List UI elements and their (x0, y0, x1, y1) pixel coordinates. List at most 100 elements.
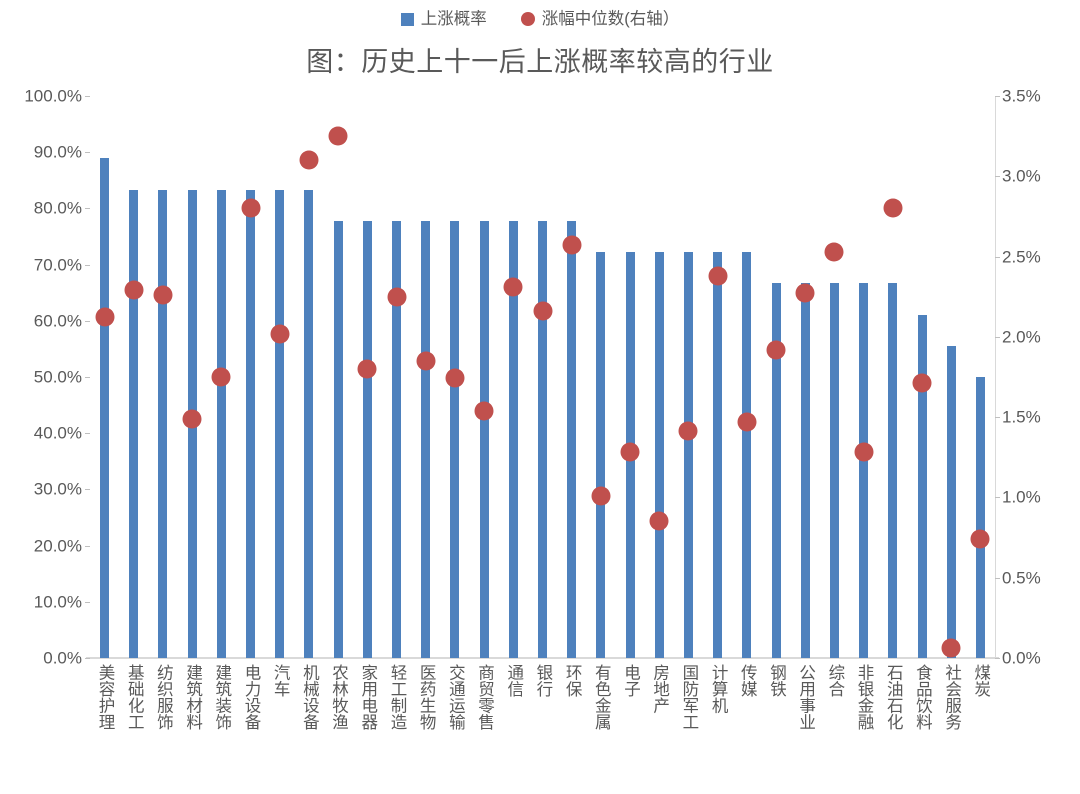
y-axis-left-tick-mark (85, 320, 90, 322)
y-axis-right-tick-mark (995, 256, 1000, 258)
y-axis-right-tick: 1.5% (1002, 407, 1041, 427)
data-point-dot (357, 359, 377, 379)
y-axis-left-tick: 10.0% (33, 592, 82, 612)
legend-entry-median-gain: 涨幅中位数(右轴） (520, 11, 679, 28)
data-point-dot (328, 126, 348, 146)
x-axis-category-label: 农林牧渔 (329, 664, 348, 730)
x-axis-category-label: 综合 (825, 664, 844, 697)
y-axis-right-tick: 0.5% (1002, 568, 1041, 588)
x-axis-category-label: 煤炭 (971, 664, 990, 697)
data-point-dot (562, 235, 582, 255)
data-point-dot (124, 280, 144, 300)
bar (567, 220, 577, 658)
y-axis-right-tick: 3.5% (1002, 86, 1041, 106)
data-point-dot (912, 373, 932, 393)
y-axis-left-tick-mark (85, 433, 90, 435)
x-axis-category-label: 美容护理 (96, 664, 115, 730)
x-axis-category-label: 计算机 (709, 664, 728, 714)
data-point-dot (503, 277, 523, 297)
x-axis-category-label: 环保 (563, 664, 582, 697)
y-axis-left-tick-mark (85, 489, 90, 491)
x-axis-category-label: 公用事业 (796, 664, 815, 730)
data-point-dot (445, 368, 465, 388)
data-point-dot (241, 198, 261, 218)
bar (100, 158, 110, 658)
chart-title: 图：历史上十一后上涨概率较高的行业 (306, 47, 774, 77)
bar (450, 220, 460, 658)
y-axis-right-tick-mark (995, 577, 1000, 579)
y-axis-left-tick-mark (85, 658, 90, 659)
data-point-dot (182, 409, 202, 429)
data-point-dot (766, 340, 786, 360)
y-axis-right-tick-mark (995, 497, 1000, 499)
y-axis-right-tick: 0.0% (1002, 648, 1041, 668)
x-axis-category-label: 机械设备 (300, 664, 319, 730)
y-axis-left-labels: 0.0% 10.0% 20.0% 30.0% 40.0% 50.0% 60.0% 70.0% 8… (0, 88, 82, 667)
bar (392, 220, 402, 658)
y-axis-left-tick: 90.0% (33, 142, 82, 162)
y-axis-left-tick: 0.0% (43, 648, 82, 668)
y-axis-right-tick-mark (995, 417, 1000, 419)
bar (946, 345, 956, 658)
bar (333, 220, 343, 658)
y-axis-left-tick-mark (85, 152, 90, 154)
bar (246, 189, 256, 658)
data-point-dot (387, 287, 407, 307)
bar (538, 220, 547, 658)
data-point-dot (299, 150, 319, 170)
bar (888, 283, 898, 658)
bar (800, 283, 810, 658)
x-axis-category-label: 国防军工 (679, 664, 698, 730)
y-axis-left-tick: 100.0% (24, 86, 82, 106)
x-axis-category-label: 钢铁 (767, 664, 786, 697)
bar (713, 252, 723, 658)
y-axis-left-tick-mark (85, 377, 90, 378)
data-point-dot (941, 638, 961, 658)
y-axis-right-tick: 1.0% (1002, 487, 1041, 507)
y-axis-left-tick: 20.0% (33, 536, 82, 556)
chart-legend: 上涨概率 涨幅中位数(右轴） (0, 6, 1080, 32)
bar (771, 283, 781, 658)
x-axis-category-label: 传媒 (738, 664, 757, 697)
x-axis-category-label: 房地产 (650, 664, 669, 714)
data-point-dot (533, 301, 552, 321)
bar (683, 252, 693, 658)
bar (362, 220, 372, 658)
data-point-dot (883, 198, 903, 218)
data-point-dot (649, 511, 669, 531)
x-axis-category-label: 纺织服饰 (154, 664, 173, 730)
data-point-dot (153, 285, 173, 305)
bar (275, 189, 285, 658)
y-axis-left-tick: 40.0% (33, 423, 82, 443)
data-point-dot (795, 283, 815, 303)
x-axis-category-label: 轻工制造 (387, 664, 406, 730)
bar (742, 252, 752, 658)
x-axis-category-label: 家用电器 (358, 664, 377, 730)
y-axis-left-tick-mark (85, 601, 90, 603)
x-axis-category-label: 银行 (533, 664, 552, 697)
y-axis-left-tick: 70.0% (33, 255, 82, 275)
bar (654, 252, 664, 658)
x-axis-category-label: 建筑装饰 (212, 664, 231, 730)
data-point-dot (270, 324, 290, 344)
x-axis-category-label: 商贸零售 (475, 664, 494, 730)
bar (304, 189, 314, 658)
data-point-dot (737, 412, 757, 432)
y-axis-right-tick: 2.5% (1002, 247, 1041, 267)
x-axis-category-label: 食品饮料 (913, 664, 932, 730)
bar (508, 220, 518, 658)
data-point-dot (474, 401, 494, 421)
bar (216, 189, 226, 658)
y-axis-right-tick-mark (995, 96, 1000, 97)
x-axis-category-label: 医药生物 (417, 664, 436, 730)
x-axis-category-label: 电子 (621, 664, 640, 697)
data-point-dot (678, 421, 698, 441)
x-axis-category-label: 非银金融 (855, 664, 874, 730)
y-axis-left-tick: 30.0% (33, 479, 82, 499)
y-axis-left-tick-mark (85, 545, 90, 547)
y-axis-right-tick: 3.0% (1002, 166, 1041, 186)
y-axis-left-tick: 60.0% (33, 311, 82, 331)
bar (859, 283, 869, 658)
bar (421, 220, 431, 658)
legend-label-probability: 上涨概率 (420, 9, 487, 28)
